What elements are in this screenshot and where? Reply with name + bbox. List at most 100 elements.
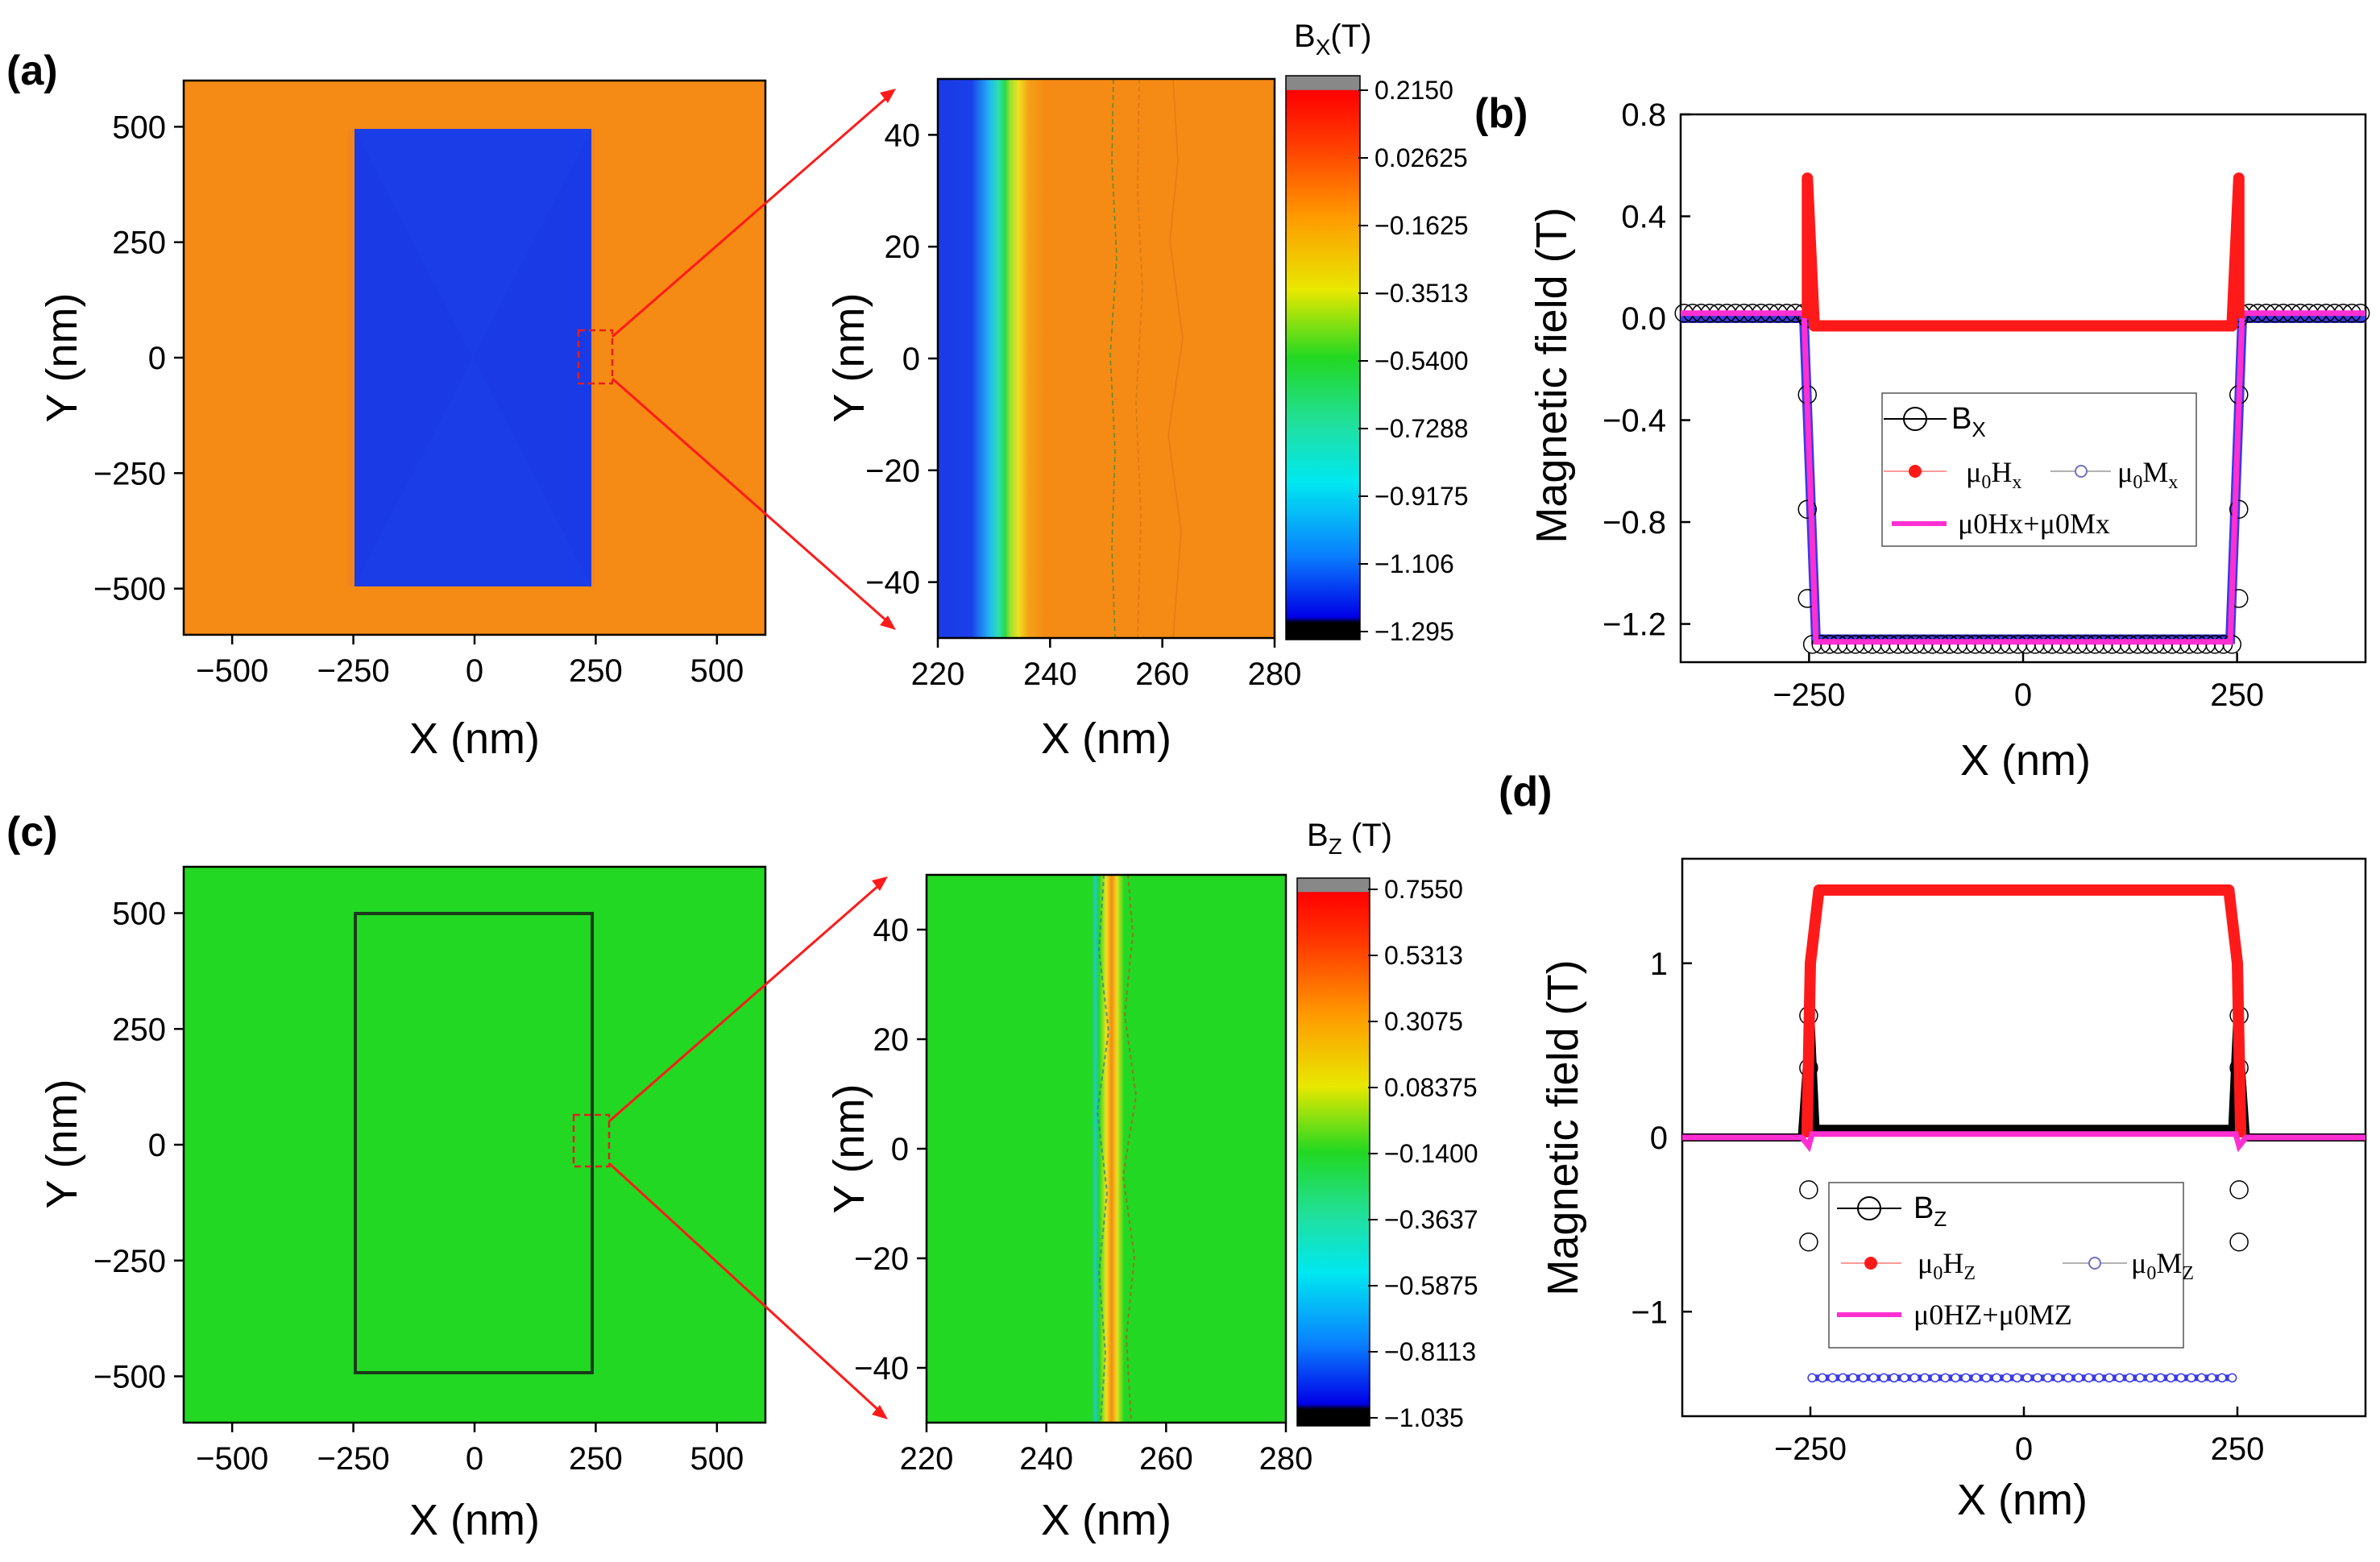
series-d-mz-point	[2176, 1373, 2186, 1383]
axes-a-zoom-ytick-label: 40	[885, 118, 921, 153]
zoom-box-c	[572, 1113, 611, 1168]
legend-d-mz-marker	[2088, 1257, 2101, 1270]
series-d-mz-point	[1899, 1373, 1909, 1383]
xlabel-b: X (nm)	[1960, 736, 2091, 785]
series-d-mz-point	[1879, 1373, 1889, 1383]
axes-a-zoom-xtick-label: 260	[1135, 657, 1189, 692]
contour-a-3	[1167, 78, 1184, 639]
series-d-mz-point	[2053, 1373, 2063, 1383]
cb-c-labels-value: 0.5313	[1384, 941, 1463, 970]
xlabel-a: X (nm)	[409, 715, 540, 763]
series-d-mz-point	[1920, 1373, 1930, 1383]
cb-a-labels-value: 0.2150	[1375, 76, 1453, 105]
series-d-bz-point	[1799, 1180, 1818, 1199]
contour-c-1	[1096, 874, 1110, 1423]
heatmap-a-zoom-field	[938, 79, 1275, 638]
series-d-mz-point	[1848, 1373, 1858, 1383]
series-d-mz-point	[1838, 1373, 1848, 1383]
axes-c-ytick-label: 0	[148, 1128, 166, 1163]
legend-d-bz-label: BZ	[1914, 1191, 1947, 1231]
plot-d-ytick-label: −1	[1631, 1295, 1668, 1330]
cb-c-labels-value: −1.035	[1384, 1403, 1464, 1432]
axes-c-ytick-label: 500	[112, 897, 166, 932]
plot-d-ytick-label: 1	[1650, 947, 1668, 982]
axes-c-xtick-label: −500	[196, 1441, 268, 1477]
axes-a-zoom-xtick-label: 220	[911, 657, 965, 692]
series-d-mz-point	[2002, 1373, 2012, 1383]
cb-c-labels-value: 0.3075	[1384, 1007, 1463, 1036]
legend-b-mx-label: μ0Mx	[2117, 456, 2178, 493]
axes-c-zoom-ytick-label: 0	[891, 1132, 909, 1167]
cb-a-labels-value: −0.5400	[1375, 346, 1469, 375]
series-d-hz-line	[1801, 884, 2247, 1138]
panel-label-c: (c)	[6, 809, 58, 856]
series-d-mz-point	[1951, 1373, 1960, 1383]
panel-label-d: (d)	[1499, 769, 1552, 815]
zoom-arrows-c	[607, 876, 888, 1419]
cb-c-labels-value: −0.5875	[1384, 1271, 1478, 1300]
zoom-arrowhead-a-bottom	[880, 615, 896, 630]
series-d-mz-point	[2042, 1373, 2053, 1383]
legend-b-hx-marker	[1909, 465, 1922, 478]
cb-c-labels-value: −0.1400	[1384, 1139, 1478, 1168]
series-b-hx-line	[1802, 172, 2245, 332]
heatmap-a-zoom	[938, 78, 1275, 639]
cb-a-labels-value: −0.1625	[1375, 211, 1469, 240]
zoom-arrow-c-bottom	[607, 1162, 881, 1413]
cb-a-labels-value: 0.02625	[1375, 143, 1468, 172]
cb-c-labels-value: 0.7550	[1384, 875, 1463, 904]
axes-c-zoom-ytick-label: 20	[873, 1022, 910, 1058]
series-d-mz-point	[2104, 1373, 2114, 1383]
axes-a-ytick-label: 250	[112, 226, 166, 261]
series-d-mz-point	[2084, 1373, 2094, 1383]
plot-b-frame	[1679, 113, 2367, 664]
zoom-arrow-c-top	[608, 883, 881, 1123]
cb-c-labels-value: 0.08375	[1384, 1073, 1478, 1102]
heatmap-c-zoom	[927, 874, 1286, 1423]
cb-a-labels-value: −0.9175	[1375, 482, 1469, 511]
plot-d: −250 0 250 1 0 −1	[1631, 857, 2367, 1467]
series-d-mz-point	[2146, 1373, 2155, 1383]
axes-a-xtick-label: −250	[317, 653, 390, 689]
heatmap-c-magnet-outline	[354, 912, 594, 1374]
colorbar-c-labels: 0.7550 0.5313 0.3075 0.08375 −0.1400 −0.3637 −…	[1368, 875, 1478, 1432]
legend-b-hx-label: μ0Hx	[1966, 456, 2021, 493]
series-d-bz-point	[2229, 1233, 2249, 1252]
series-d-mz-point	[2125, 1373, 2135, 1383]
axes-a-ytick-label: 0	[148, 341, 166, 376]
axes-c-ytick-label: −500	[93, 1360, 166, 1395]
colorbar-a-labels: 0.2150 0.02625 −0.1625 −0.3513 −0.5400 −0.728…	[1358, 76, 1469, 646]
series-d-bz-point	[1799, 1233, 1818, 1252]
axes-c-xtick-label: 0	[466, 1441, 483, 1477]
series-d-mz-point	[1981, 1373, 1992, 1383]
axes-a-xtick-label: 500	[690, 653, 744, 689]
axes-a-zoom-ytick-label: 20	[885, 230, 921, 265]
series-d-mz-point	[1961, 1373, 1971, 1383]
axes-c-ytick-label: −250	[93, 1244, 166, 1279]
colorbar-a-title: BX(T)	[1294, 19, 1371, 60]
heatmap-a-domain-bottom	[355, 358, 591, 586]
series-d-mz-point	[1971, 1373, 1981, 1383]
series-b-bx-point	[1797, 499, 1817, 519]
legend-d-sum-label: μ0HZ+μ0MZ	[1914, 1299, 2072, 1331]
axes-a-zoom: 220 240 260 280 40 20 0 −20 −40	[865, 77, 1301, 692]
series-d-mz-point	[1930, 1373, 1940, 1383]
series-d-mz-point	[2155, 1373, 2166, 1383]
axes-a-zoom-ytick-label: −20	[865, 454, 920, 489]
legend-b-mx-marker	[2075, 465, 2088, 478]
axes-a-ytick-label: 500	[112, 110, 166, 145]
series-b-hx	[1802, 172, 2245, 332]
series-d-mz-point	[2094, 1373, 2104, 1383]
ylabel-a-zoom: Y (nm)	[825, 292, 873, 422]
legend-b-sum-label: μ0Hx+μ0Mx	[1958, 508, 2110, 540]
colorbar-c-title: BZ (T)	[1307, 818, 1392, 859]
series-d-mz-point	[1868, 1373, 1879, 1383]
cb-a-labels-value: −0.7288	[1375, 414, 1469, 443]
ylabel-a: Y (nm)	[38, 292, 86, 422]
plot-b-xtick-label: −250	[1773, 677, 1845, 713]
zoom-box-a	[577, 329, 614, 385]
axes-c-zoom-ytick-label: −40	[854, 1351, 909, 1386]
ylabel-b: Magnetic field (T)	[1528, 207, 1576, 543]
plot-b-ytick-label: −0.4	[1603, 404, 1666, 439]
axes-a-ytick-label: −500	[93, 572, 166, 607]
